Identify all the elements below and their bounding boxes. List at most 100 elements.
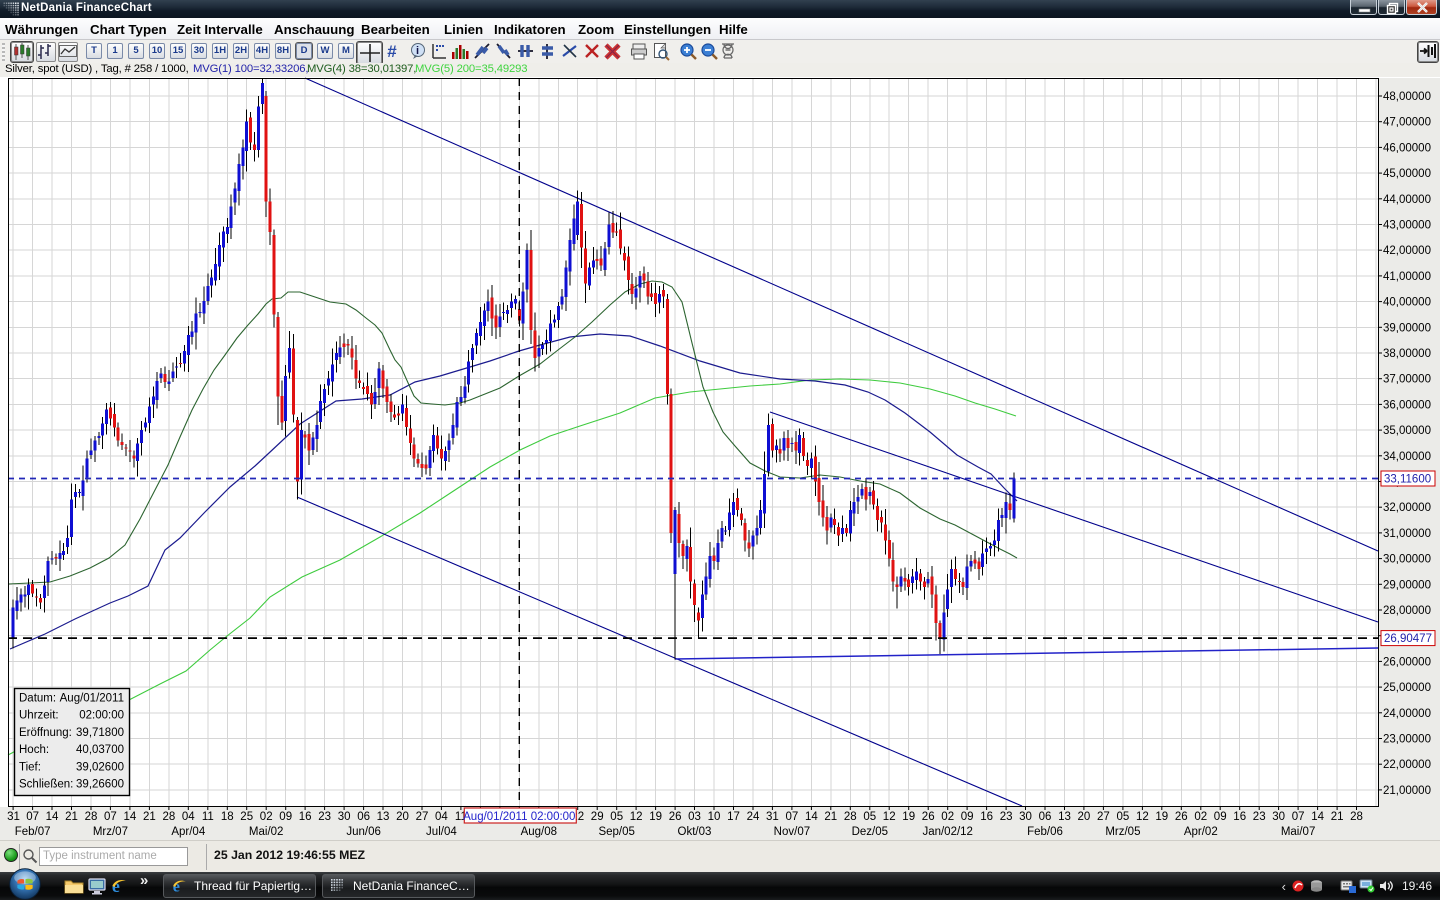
svg-text:07: 07 — [1292, 811, 1305, 823]
svg-text:23: 23 — [1253, 811, 1266, 823]
svg-text:19: 19 — [649, 811, 662, 823]
svg-text:Feb/06: Feb/06 — [1027, 826, 1063, 838]
svg-text:Jan/02/12: Jan/02/12 — [922, 826, 973, 838]
svg-text:19: 19 — [1155, 811, 1168, 823]
svg-text:Hoch:: Hoch: — [19, 744, 49, 756]
svg-text:Aug/01/2011: Aug/01/2011 — [60, 693, 124, 705]
svg-text:e: e — [112, 877, 120, 896]
svg-text:44,00000: 44,00000 — [1383, 194, 1431, 206]
svg-text:03: 03 — [688, 811, 701, 823]
svg-text:Aug/08: Aug/08 — [521, 826, 557, 838]
svg-text:31: 31 — [7, 811, 20, 823]
svg-text:39,71800: 39,71800 — [76, 727, 124, 739]
svg-text:09: 09 — [1214, 811, 1227, 823]
svg-text:Mai/02: Mai/02 — [249, 826, 284, 838]
svg-text:07: 07 — [26, 811, 39, 823]
svg-text:02: 02 — [1194, 811, 1207, 823]
svg-text:13: 13 — [377, 811, 390, 823]
svg-text:29,00000: 29,00000 — [1383, 579, 1431, 591]
svg-text:11: 11 — [455, 811, 467, 823]
svg-text:14: 14 — [805, 811, 818, 823]
svg-text:48,00000: 48,00000 — [1383, 91, 1431, 103]
svg-text:31: 31 — [766, 811, 779, 823]
svg-text:39,26600: 39,26600 — [76, 779, 124, 791]
svg-text:36,00000: 36,00000 — [1383, 399, 1431, 411]
svg-text:16: 16 — [980, 811, 993, 823]
svg-text:24: 24 — [747, 811, 760, 823]
svg-text:24,00000: 24,00000 — [1383, 708, 1431, 720]
svg-text:32,00000: 32,00000 — [1383, 502, 1431, 514]
svg-text:43,00000: 43,00000 — [1383, 220, 1431, 232]
svg-text:12: 12 — [630, 811, 643, 823]
svg-text:Feb/07: Feb/07 — [15, 826, 51, 838]
svg-text:23: 23 — [318, 811, 331, 823]
svg-text:Mrz/05: Mrz/05 — [1105, 826, 1140, 838]
svg-text:46,00000: 46,00000 — [1383, 142, 1431, 154]
svg-text:07: 07 — [786, 811, 799, 823]
svg-text:02:00:00: 02:00:00 — [79, 710, 124, 722]
svg-text:12: 12 — [883, 811, 896, 823]
svg-text:25: 25 — [240, 811, 253, 823]
svg-text:09: 09 — [279, 811, 292, 823]
svg-text:21: 21 — [143, 811, 156, 823]
svg-text:Eröffnung:: Eröffnung: — [19, 727, 72, 739]
svg-text:40,03700: 40,03700 — [76, 744, 124, 756]
svg-text:27: 27 — [416, 811, 429, 823]
svg-text:35,00000: 35,00000 — [1383, 425, 1431, 437]
svg-text:Datum:: Datum: — [19, 693, 56, 705]
svg-text:#: # — [387, 42, 397, 61]
svg-text:26: 26 — [669, 811, 682, 823]
svg-text:Schließen:: Schließen: — [19, 779, 73, 791]
svg-text:Sep/05: Sep/05 — [598, 826, 634, 838]
svg-text:26: 26 — [922, 811, 935, 823]
svg-text:18: 18 — [221, 811, 234, 823]
svg-text:25,00000: 25,00000 — [1383, 682, 1431, 694]
svg-text:14: 14 — [1311, 811, 1324, 823]
svg-text:02: 02 — [941, 811, 954, 823]
svg-text:05: 05 — [863, 811, 876, 823]
svg-text:39,02600: 39,02600 — [76, 761, 124, 773]
svg-text:11: 11 — [202, 811, 214, 823]
svg-text:20: 20 — [1078, 811, 1091, 823]
svg-text:16: 16 — [299, 811, 312, 823]
svg-text:33,11600: 33,11600 — [1384, 474, 1431, 486]
svg-text:28: 28 — [1350, 811, 1363, 823]
svg-text:21,00000: 21,00000 — [1383, 785, 1431, 797]
svg-text:28: 28 — [163, 811, 176, 823]
svg-text:06: 06 — [1039, 811, 1052, 823]
svg-text:Uhrzeit:: Uhrzeit: — [19, 710, 59, 722]
svg-text:09: 09 — [961, 811, 974, 823]
svg-text:Apr/04: Apr/04 — [171, 826, 205, 838]
svg-text:Apr/02: Apr/02 — [1184, 826, 1218, 838]
svg-text:30,00000: 30,00000 — [1383, 554, 1431, 566]
svg-text:Jun/06: Jun/06 — [346, 826, 381, 838]
svg-text:21: 21 — [824, 811, 837, 823]
svg-text:Mai/07: Mai/07 — [1281, 826, 1316, 838]
svg-text:30: 30 — [1019, 811, 1032, 823]
svg-text:27: 27 — [1097, 811, 1110, 823]
svg-text:Nov/07: Nov/07 — [774, 826, 810, 838]
svg-text:Tief:: Tief: — [19, 761, 41, 773]
svg-text:20: 20 — [396, 811, 409, 823]
svg-text:28,00000: 28,00000 — [1383, 605, 1431, 617]
svg-text:26,00000: 26,00000 — [1383, 656, 1431, 668]
svg-text:38,00000: 38,00000 — [1383, 348, 1431, 360]
svg-text:41,00000: 41,00000 — [1383, 271, 1431, 283]
svg-text:14: 14 — [124, 811, 137, 823]
svg-text:21: 21 — [1331, 811, 1344, 823]
svg-text:Dez/05: Dez/05 — [852, 826, 888, 838]
svg-text:19: 19 — [902, 811, 915, 823]
svg-text:23: 23 — [1000, 811, 1013, 823]
svg-text:14: 14 — [46, 811, 59, 823]
svg-text:23,00000: 23,00000 — [1383, 734, 1431, 746]
svg-text:Aug/01/2011 02:00:00: Aug/01/2011 02:00:00 — [463, 811, 575, 823]
svg-text:22,00000: 22,00000 — [1383, 759, 1431, 771]
svg-text:05: 05 — [610, 811, 623, 823]
svg-text:04: 04 — [435, 811, 448, 823]
svg-text:13: 13 — [1058, 811, 1071, 823]
svg-text:07: 07 — [104, 811, 117, 823]
svg-text:02: 02 — [260, 811, 273, 823]
svg-text:26: 26 — [1175, 811, 1188, 823]
svg-text:21: 21 — [65, 811, 78, 823]
svg-text:30: 30 — [1272, 811, 1285, 823]
